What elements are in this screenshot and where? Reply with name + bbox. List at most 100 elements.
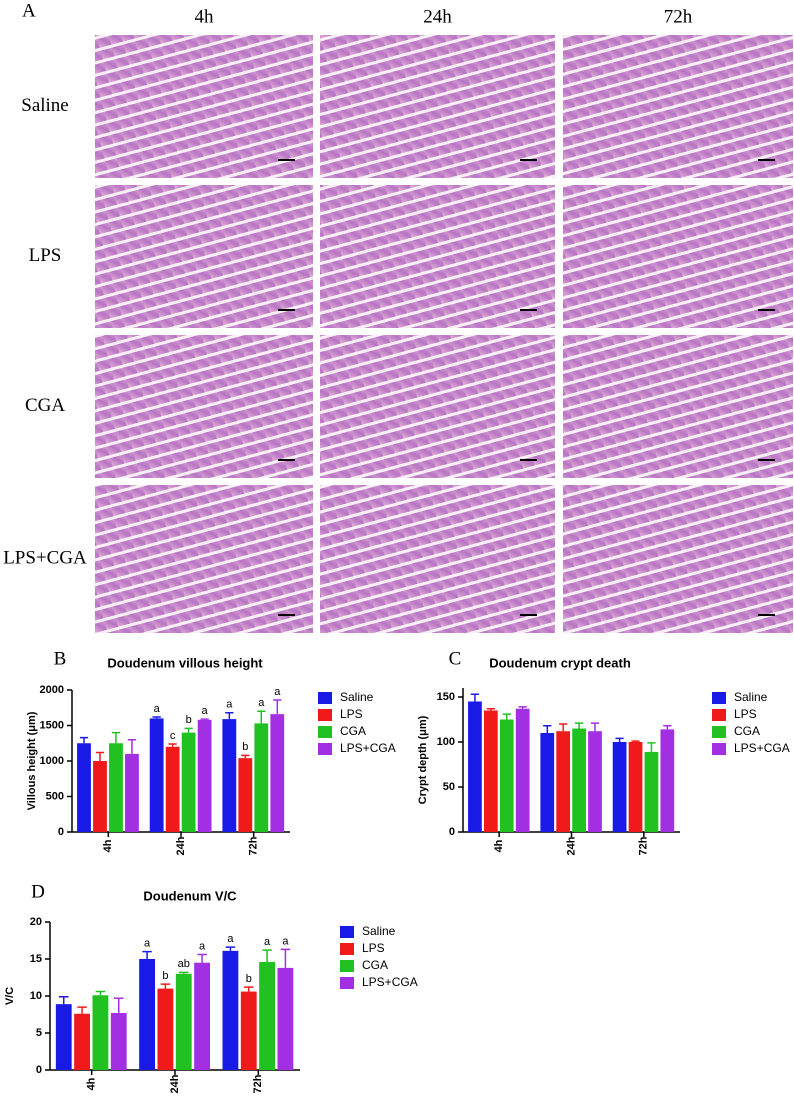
error-bar	[262, 949, 272, 962]
row-label: LPS	[29, 245, 62, 266]
error-bar	[179, 971, 189, 974]
x-tick-label: 4h	[86, 1077, 98, 1090]
histology-image	[563, 35, 793, 178]
significance-label: a	[227, 933, 234, 945]
legend-label: LPS+CGA	[734, 741, 790, 755]
histology-image	[320, 185, 555, 328]
significance-label: a	[258, 697, 265, 709]
y-tick-label: 1500	[40, 719, 64, 731]
column-header: 24h	[423, 6, 452, 27]
bar	[222, 719, 237, 832]
y-tick-label: 500	[46, 790, 64, 802]
histology-image	[95, 35, 313, 178]
bar	[515, 708, 530, 832]
panel-label: D	[31, 881, 45, 902]
y-axis-label: Villous height (μm)	[26, 711, 38, 810]
significance-label: a	[202, 705, 209, 717]
significance-label: b	[242, 741, 248, 753]
error-bar	[273, 699, 282, 715]
bar	[165, 746, 180, 832]
bar	[644, 751, 659, 832]
bar	[77, 743, 91, 832]
error-bar	[114, 997, 124, 1014]
significance-label: a	[226, 699, 233, 711]
error-bar	[142, 950, 152, 959]
legend-label: CGA	[362, 958, 388, 972]
error-bar	[127, 738, 137, 754]
x-tick-label: 24h	[175, 836, 187, 855]
legend-label: LPS	[362, 941, 385, 955]
row-label: Saline	[21, 95, 69, 116]
bar	[540, 733, 555, 832]
legend-swatch	[318, 709, 332, 721]
significance-label: a	[274, 686, 281, 698]
significance-label: b	[162, 970, 168, 982]
bar	[92, 995, 109, 1070]
significance-label: a	[144, 938, 151, 950]
legend-label: Saline	[734, 690, 768, 704]
histology-image	[320, 35, 555, 178]
bar	[277, 967, 294, 1070]
y-tick-label: 20	[30, 916, 42, 928]
legend-swatch	[340, 960, 354, 972]
legend-label: Saline	[340, 690, 374, 704]
bar	[259, 961, 275, 1070]
bar	[468, 701, 482, 832]
error-bar	[574, 722, 584, 729]
error-bar	[77, 1006, 87, 1014]
chart-title: Doudenum villous height	[107, 655, 263, 670]
bar	[628, 742, 643, 832]
bar	[181, 732, 196, 832]
bar	[175, 973, 192, 1070]
bar	[660, 729, 675, 832]
bar	[74, 1013, 90, 1070]
error-bar	[79, 736, 89, 744]
bar	[612, 742, 627, 832]
significance-label: a	[282, 935, 289, 947]
histology-image	[563, 335, 793, 478]
y-tick-label: 0	[58, 826, 64, 838]
error-bar	[244, 986, 254, 992]
significance-label: a	[154, 703, 161, 715]
y-tick-label: 150	[437, 691, 455, 703]
bar	[93, 761, 107, 832]
legend-swatch	[712, 692, 726, 704]
error-bar	[95, 990, 106, 996]
error-bar	[200, 718, 209, 720]
error-bar	[111, 731, 121, 744]
legend-swatch	[318, 692, 332, 704]
bar	[139, 959, 155, 1070]
y-tick-label: 100	[437, 736, 455, 748]
legend-swatch	[340, 926, 354, 938]
bar	[125, 753, 139, 832]
bar	[572, 728, 586, 832]
error-bar	[257, 710, 266, 724]
significance-label: c	[170, 730, 176, 742]
error-bar	[470, 693, 480, 702]
y-axis-label: V/C	[4, 987, 16, 1005]
histology-image	[563, 485, 793, 633]
legend-label: Saline	[362, 924, 396, 938]
legend-label: LPS	[734, 707, 757, 721]
bar	[270, 714, 285, 832]
bar	[197, 719, 212, 832]
legend-label: CGA	[734, 724, 760, 738]
histology-image	[563, 185, 793, 328]
error-bar	[663, 725, 672, 730]
bar	[556, 731, 571, 832]
legend-swatch	[712, 743, 726, 755]
bar	[499, 719, 514, 832]
legend-label: LPS+CGA	[340, 741, 396, 755]
chart-title: Doudenum V/C	[143, 888, 237, 903]
error-bar	[280, 948, 291, 968]
x-tick-label: 4h	[493, 839, 505, 852]
legend-swatch	[318, 726, 332, 738]
error-bar	[631, 740, 640, 742]
bar	[238, 758, 253, 832]
error-bar	[95, 751, 105, 761]
histology-image	[95, 185, 313, 328]
chart-title: Doudenum crypt death	[489, 655, 631, 670]
error-bar	[184, 727, 193, 733]
error-bar	[241, 754, 250, 759]
error-bar	[543, 725, 552, 733]
